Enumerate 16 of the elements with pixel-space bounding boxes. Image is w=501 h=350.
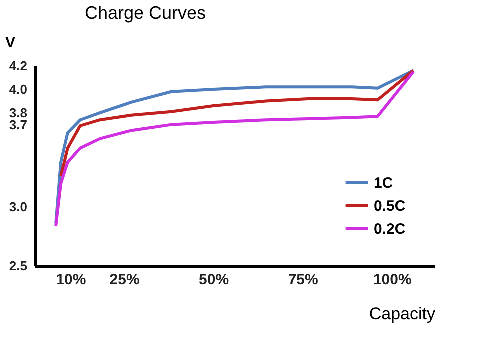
y-tick-label: 3.0	[9, 200, 28, 215]
y-axis-title: V	[6, 34, 16, 52]
x-axis-title: Capacity	[369, 304, 436, 324]
y-tick-label: 4.0	[9, 82, 28, 98]
legend-label: 0.2C	[374, 221, 406, 238]
legend-label: 1C	[374, 175, 394, 192]
y-tick-label: 4.2	[9, 58, 28, 74]
line-series	[60, 69, 416, 178]
y-tick-label: 2.5	[9, 258, 28, 274]
chart-title: Charge Curves	[85, 3, 206, 23]
x-tick-label: 10%	[56, 272, 86, 288]
x-tick-label: 25%	[110, 272, 140, 288]
x-tick-label: 50%	[199, 272, 230, 288]
legend-label: 0.5C	[374, 198, 406, 215]
x-tick-label: 100%	[373, 272, 412, 288]
x-tick-label: 75%	[288, 272, 318, 288]
